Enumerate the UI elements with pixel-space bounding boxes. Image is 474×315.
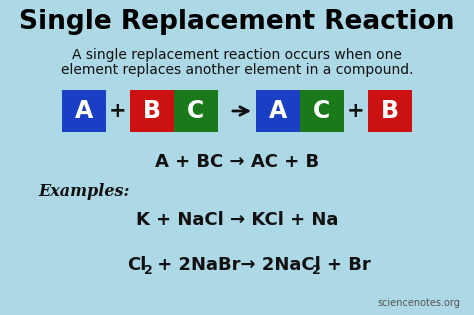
- Bar: [256, 90, 300, 132]
- Text: sciencenotes.org: sciencenotes.org: [377, 298, 460, 308]
- Text: +: +: [109, 101, 127, 121]
- Text: +: +: [347, 101, 365, 121]
- Text: B: B: [381, 99, 399, 123]
- Text: Single Replacement Reaction: Single Replacement Reaction: [19, 9, 455, 35]
- Bar: [300, 90, 344, 132]
- Text: K + NaCl → KCl + Na: K + NaCl → KCl + Na: [136, 211, 338, 229]
- Text: A: A: [75, 99, 93, 123]
- Text: A + BC → AC + B: A + BC → AC + B: [155, 153, 319, 171]
- Text: Cl: Cl: [127, 256, 146, 274]
- Text: Examples:: Examples:: [38, 184, 129, 201]
- Text: C: C: [187, 99, 205, 123]
- Text: A: A: [269, 99, 287, 123]
- Text: element replaces another element in a compound.: element replaces another element in a co…: [61, 63, 413, 77]
- Text: A single replacement reaction occurs when one: A single replacement reaction occurs whe…: [72, 48, 402, 62]
- Bar: [368, 90, 412, 132]
- Text: C: C: [313, 99, 331, 123]
- Bar: [174, 90, 218, 132]
- Bar: [62, 90, 106, 132]
- Text: + 2NaBr→ 2NaCl + Br: + 2NaBr→ 2NaCl + Br: [151, 256, 371, 274]
- Text: 2: 2: [312, 264, 321, 277]
- Bar: [130, 90, 174, 132]
- Text: 2: 2: [144, 264, 153, 277]
- Text: B: B: [143, 99, 161, 123]
